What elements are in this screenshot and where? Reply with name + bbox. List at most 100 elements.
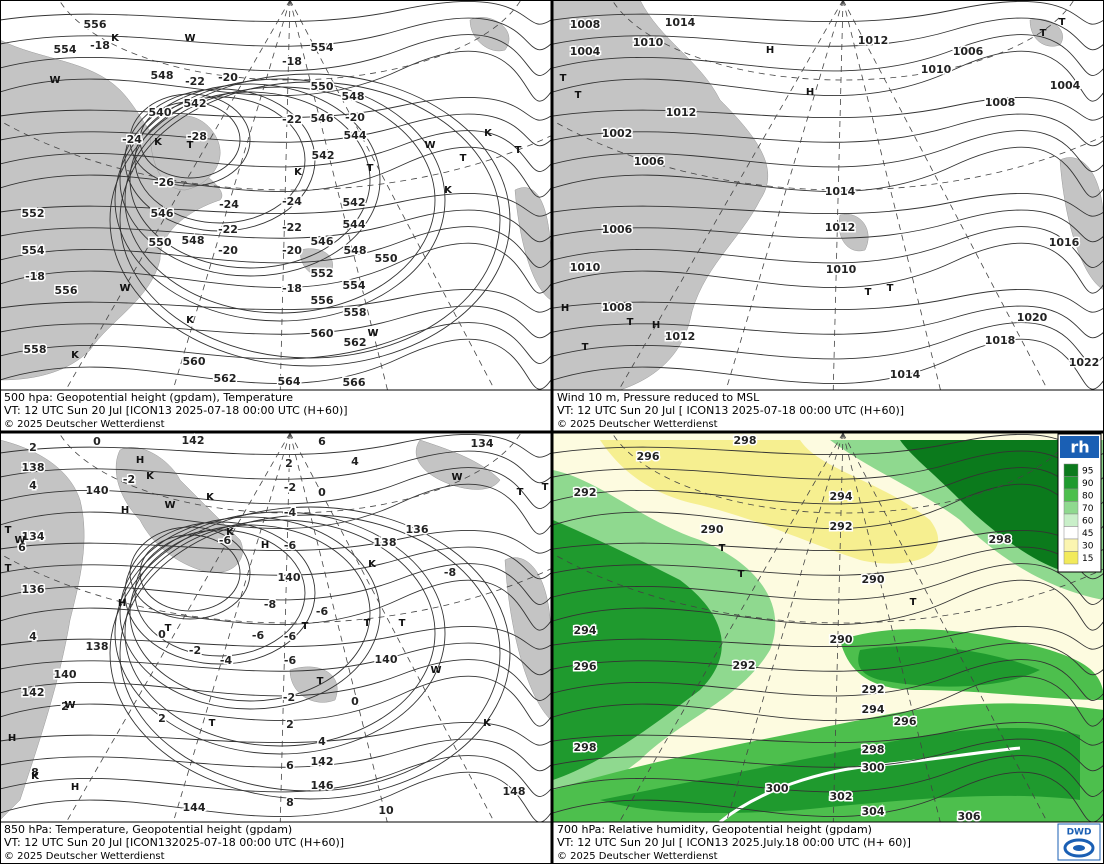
contour-label: -24 — [122, 133, 142, 146]
contour-label: 290 — [830, 633, 853, 646]
contour-label: 300 — [862, 761, 885, 774]
contour-label: 1002 — [602, 127, 633, 140]
pressure-center-symbol: T — [5, 525, 12, 536]
caption-line: © 2025 Deutscher Wetterdienst — [557, 419, 718, 430]
legend-label: 45 — [1082, 529, 1093, 539]
contour — [114, 78, 446, 322]
contour-label: -26 — [154, 176, 174, 189]
contour-label: 1016 — [1049, 236, 1080, 249]
meridian — [725, 433, 844, 822]
contour-label: 300 — [766, 782, 789, 795]
contour — [553, 146, 1104, 198]
contour-label: -24 — [282, 195, 302, 208]
pressure-center-symbol: T — [1040, 28, 1047, 39]
contour-label: 292 — [733, 659, 756, 672]
logo-text: DWD — [1067, 828, 1092, 838]
contour-label: 1006 — [602, 223, 633, 236]
contour-label: 142 — [311, 755, 334, 768]
legend-swatch — [1063, 538, 1079, 552]
contour-label: -6 — [316, 605, 329, 618]
legend-swatch — [1063, 513, 1079, 527]
meridian — [842, 0, 941, 390]
contour — [553, 17, 1104, 51]
contour-label: -2 — [189, 644, 201, 657]
pressure-center-symbol: W — [14, 535, 25, 546]
pressure-center-symbol: K — [31, 771, 40, 782]
contour — [553, 755, 1104, 797]
contour-label: 554 — [54, 43, 77, 56]
contour — [0, 755, 551, 797]
pressure-center-symbol: H — [766, 45, 774, 56]
contour-label: 1010 — [921, 63, 952, 76]
meridian — [842, 433, 941, 822]
contour-label: 0 — [351, 695, 359, 708]
contour-label: 2 — [286, 718, 294, 731]
pressure-center-symbol: T — [302, 621, 309, 632]
contour — [553, 305, 1104, 339]
pressure-center-symbol: T — [582, 342, 589, 353]
contour-label: -18 — [90, 39, 110, 52]
contour — [0, 546, 551, 580]
contour-label: -18 — [25, 270, 45, 283]
pressure-center-symbol: T — [5, 563, 12, 574]
contour-label: 542 — [312, 149, 335, 162]
contour-label: 550 — [149, 236, 172, 249]
contour-label: 542 — [343, 196, 366, 209]
contour — [119, 516, 381, 710]
contour-label: 546 — [311, 112, 334, 125]
contour-label: -20 — [282, 244, 302, 257]
contour — [0, 322, 551, 364]
contour — [0, 1, 551, 25]
contour-label: 306 — [958, 810, 981, 823]
caption-line: © 2025 Deutscher Wetterdienst — [557, 851, 718, 862]
contour — [0, 483, 551, 535]
contour — [0, 450, 551, 484]
contour — [553, 1, 1104, 25]
pressure-center-symbol: T — [887, 283, 894, 294]
pressure-center-symbol: T — [542, 482, 549, 493]
meridian — [279, 433, 291, 822]
legend-label: 80 — [1082, 492, 1094, 502]
meridian — [172, 0, 291, 390]
contour-label: 0 — [93, 435, 101, 448]
contour-label: 1004 — [570, 45, 601, 58]
contour-label: 1014 — [825, 185, 856, 198]
contour-label: 560 — [311, 327, 334, 340]
contour — [0, 50, 551, 102]
contour-label: 550 — [375, 252, 398, 265]
contour-label: 6 — [286, 759, 294, 772]
contour-label: 4 — [29, 479, 37, 492]
pressure-center-symbol: W — [430, 665, 441, 676]
contour — [0, 530, 551, 554]
contour — [553, 289, 1104, 313]
contour — [0, 626, 551, 650]
meridian — [289, 433, 495, 822]
caption-line: © 2025 Deutscher Wetterdienst — [4, 851, 165, 862]
pressure-center-symbol: K — [368, 559, 377, 570]
dwd-logo: DWD — [1057, 823, 1101, 861]
contour-label: -4 — [284, 506, 297, 519]
contour-label: 10 — [378, 804, 394, 817]
contour — [0, 738, 551, 772]
pressure-center-symbol: T — [575, 90, 582, 101]
pressure-center-symbol: W — [164, 500, 175, 511]
contour — [553, 738, 1104, 772]
contour — [0, 97, 551, 121]
contour-label: 552 — [311, 267, 334, 280]
legend-swatch — [1063, 526, 1079, 540]
pressure-center-symbol: T — [317, 676, 324, 687]
legend-swatch — [1063, 476, 1079, 490]
contour — [0, 242, 551, 294]
meridian — [289, 433, 388, 822]
contour — [553, 34, 1104, 76]
meridian — [172, 433, 291, 822]
legend-label: 90 — [1082, 479, 1094, 489]
contour-label: 1004 — [1050, 79, 1081, 92]
contour-label: 292 — [862, 683, 885, 696]
contour-label: 144 — [183, 801, 206, 814]
contour — [553, 97, 1104, 121]
pressure-center-symbol: W — [184, 33, 195, 44]
contour-label: 544 — [343, 218, 366, 231]
contour-label: 550 — [311, 80, 334, 93]
